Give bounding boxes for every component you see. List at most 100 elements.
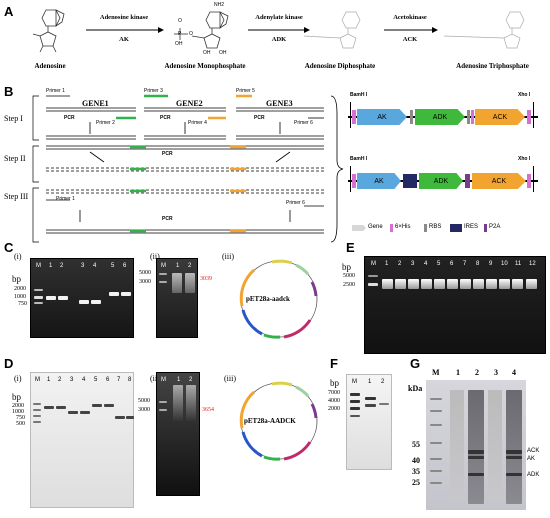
gel-c1-lane-3: 3 (81, 263, 85, 269)
molecule-adp: Adenosine Diphosphate (304, 62, 376, 70)
legend-ires: IRES (464, 224, 479, 230)
panel-g-marker-40: 40 (412, 456, 420, 465)
legend-gene-swatch (352, 225, 366, 231)
panel-g-marker-25: 25 (412, 478, 420, 487)
amp-o-1: O (178, 18, 182, 24)
gel-c2-lane-1: 1 (176, 263, 180, 269)
step2-diagram (46, 145, 324, 172)
plasmid-d (239, 381, 318, 461)
gel-e-lane-11: 11 (515, 261, 522, 267)
ires-1 (403, 174, 417, 188)
amp-oh-phos: OH (175, 41, 183, 47)
step3-diagram (46, 189, 324, 234)
panel-c-i: (i) (14, 252, 22, 261)
legend-p2a: P2A (489, 224, 501, 230)
panel-e-letter: E (346, 240, 355, 255)
gel-e-lane-m: M (371, 261, 376, 267)
gel-f-lane-m: M (352, 379, 357, 385)
primer-1-step3-label: Primer 1 (56, 196, 75, 202)
gel-e-lane-3: 3 (411, 261, 415, 267)
plasmid-c (239, 259, 318, 339)
gel-c2-lane-2: 2 (188, 263, 192, 269)
primer-6-step3-label: Primer 6 (286, 200, 305, 206)
gel-e-lane-2: 2 (398, 261, 402, 267)
pcr-step3-label: PCR (162, 216, 173, 222)
primer-6-label: Primer 6 (294, 120, 313, 126)
gel-e-lane-12: 12 (529, 261, 536, 267)
gel-d1-lane-4: 4 (82, 377, 86, 383)
gel-e-lane-7: 7 (463, 261, 467, 267)
gel-d1-lane-1: 1 (47, 377, 51, 383)
gel-c1-lane-m: M (36, 263, 41, 269)
legend-his-swatch (390, 224, 393, 232)
panel-c-iii: (iii) (222, 252, 234, 261)
pcr-step2-label: PCR (162, 151, 173, 157)
gel-e-lane-4: 4 (424, 261, 428, 267)
construct2-bamh: BamH I (350, 156, 368, 162)
panel-a-letter: A (4, 4, 14, 19)
step-brackets (32, 95, 39, 243)
his-tag-3 (527, 110, 531, 124)
arrow-ak (86, 27, 164, 33)
gel-e-lane-9: 9 (489, 261, 493, 267)
legend-rbs-swatch (424, 224, 427, 232)
panel-f-marker-4000: 4000 (328, 398, 340, 404)
plasmid-c-name: pET28a-aadck (246, 295, 290, 303)
gel-e-lane-10: 10 (501, 261, 508, 267)
panel-c2-marker-5000: 5000 (139, 270, 151, 276)
arrow-adk (248, 27, 310, 33)
primer-3-label: Primer 3 (144, 88, 163, 94)
gel-d1-lane-2: 2 (58, 377, 62, 383)
primer-5-label: Primer 5 (236, 88, 255, 94)
gel-d1: M 1 2 3 4 5 6 7 8 (30, 372, 134, 508)
panel-d-marker-500: 500 (16, 421, 25, 427)
molecule-atp: Adenosine Triphosphate (456, 62, 529, 70)
gel-e-lane-5: 5 (437, 261, 441, 267)
panel-e-marker-5000: 5000 (343, 273, 355, 279)
amp-o-2: O (189, 31, 193, 37)
legend-his: 6×His (395, 224, 411, 230)
panel-d-marker-750: 750 (16, 415, 25, 421)
gel-f-lane-1: 1 (368, 379, 372, 385)
atp-structure (443, 11, 525, 49)
panel-d2-marker-5000: 5000 (138, 398, 150, 404)
panel-g-lane-3: 3 (494, 368, 498, 377)
gel-c1-lane-1: 1 (49, 263, 53, 269)
primer-4-label: Primer 4 (188, 120, 207, 126)
gel-c2: M 1 2 (156, 258, 198, 338)
primer-2-label: Primer 2 (96, 120, 115, 126)
gel-c1-lane-4: 4 (93, 263, 97, 269)
legend-gene: Gene (368, 224, 383, 230)
panel-d-iii: (iii) (224, 374, 236, 383)
gel-d2: M 1 2 (156, 372, 200, 496)
band-ak: AK (527, 456, 536, 462)
panel-d-letter: D (4, 356, 14, 371)
gel-d2-lane-1: 1 (177, 377, 181, 383)
gel-c1-lane-5: 5 (111, 263, 115, 269)
gel-f-lane-2: 2 (381, 379, 385, 385)
panel-e-marker-2500: 2500 (343, 282, 355, 288)
panel-d-bp: bp (12, 392, 21, 402)
plasmid-d-name: pET28a-AADCK (244, 417, 296, 425)
his-tag-4 (352, 174, 356, 188)
enzyme-ak-abbr: AK (119, 36, 129, 43)
construct1-bar: AK ADK ACK (348, 102, 538, 128)
panel-d-marker-1000: 1000 (12, 409, 24, 415)
ack-segment-2: ACK (472, 173, 526, 189)
sds-page-gel (426, 380, 526, 510)
brace (330, 95, 344, 243)
panel-c-marker-2000: 2000 (14, 286, 26, 292)
his-tag-5 (527, 174, 531, 188)
legend-p2a-swatch (484, 224, 487, 232)
band-ack: ACK (527, 448, 540, 454)
molecule-adenosine: Adenosine (34, 62, 66, 70)
gel-e-lane-6: 6 (450, 261, 454, 267)
gel-c2-lane-m: M (161, 263, 166, 269)
panel-c-ii: (ii) (150, 252, 160, 261)
primer-1-label: Primer 1 (46, 88, 65, 94)
gel-d1-lane-3: 3 (70, 377, 74, 383)
gel-c1: M 1 2 3 4 5 6 (30, 258, 134, 338)
amp-p: P (178, 31, 182, 37)
construct1-xho: Xho I (518, 92, 531, 98)
band-adk: ADK (527, 472, 540, 478)
